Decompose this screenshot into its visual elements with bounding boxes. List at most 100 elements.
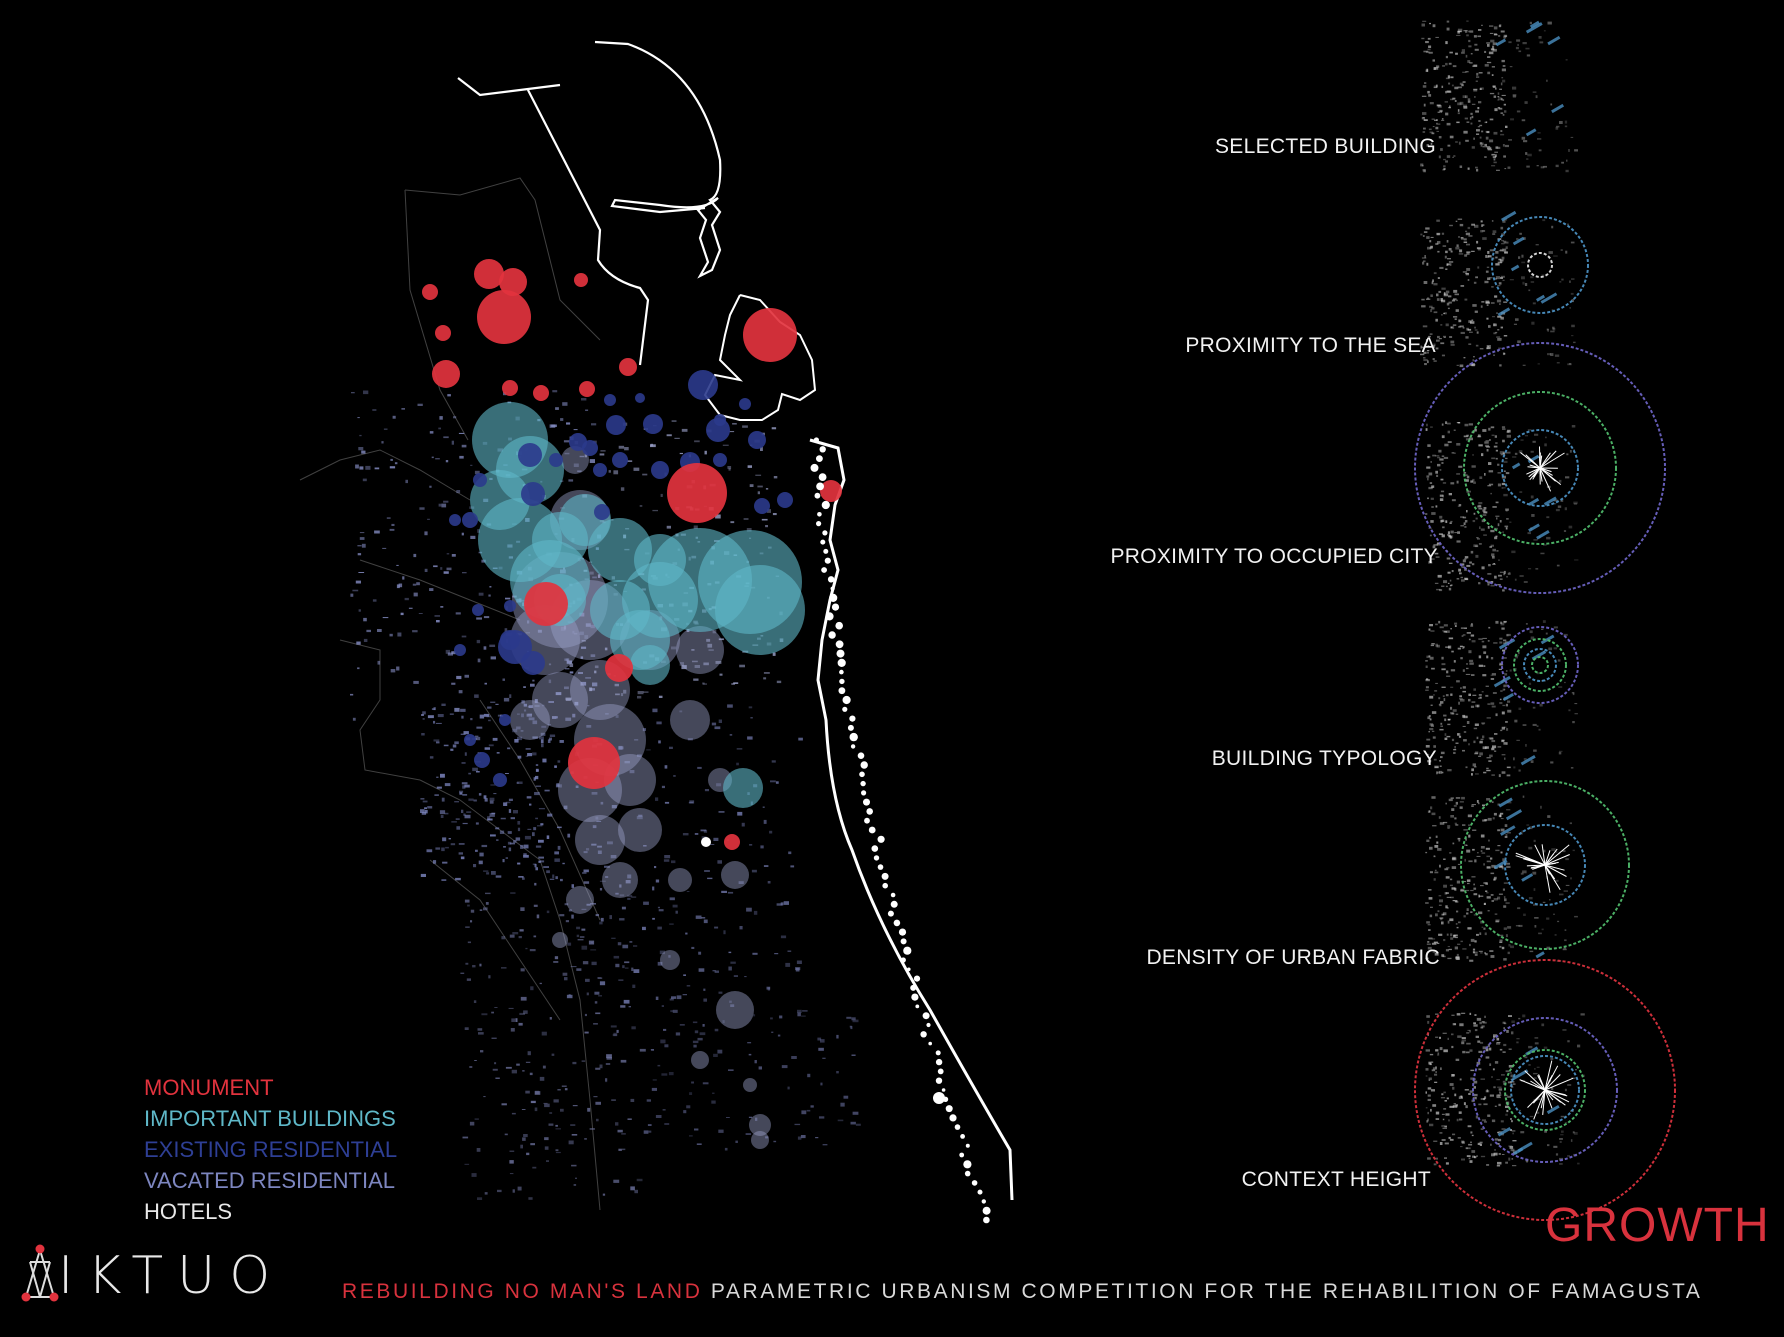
building-footprint [396,564,399,566]
building-footprint [613,1032,618,1037]
thumb-fabric [1453,452,1456,454]
building-footprint [508,798,513,801]
building-footprint [551,1053,555,1056]
monument-marker [667,463,727,523]
building-footprint [440,814,444,818]
building-footprint [433,565,438,568]
thumb-fabric [1502,688,1505,691]
thumb-fabric [1466,1032,1470,1034]
thumb-fabric [1522,795,1525,798]
building-footprint [630,1098,635,1102]
thumb-fabric [1440,299,1446,303]
thumb-building [1525,22,1543,34]
building-footprint [733,682,739,684]
thumb-fabric [1554,934,1557,936]
thumb-fabric [1425,428,1428,431]
building-footprint [355,580,361,584]
building-footprint [556,783,560,787]
thumb-fabric [1435,126,1439,130]
important-building-marker [559,494,611,546]
thumb-fabric [1456,953,1459,957]
building-footprint [501,1103,507,1106]
building-footprint [456,490,461,494]
thumb-fabric [1483,1103,1488,1106]
thumb-fabric [1563,947,1566,949]
thumb-fabric [1512,1083,1516,1085]
thumb-fabric [1491,153,1495,156]
thumb-fabric [1471,223,1475,226]
building-footprint [535,867,538,871]
thumb-fabric [1555,164,1559,168]
thumb-fabric [1454,887,1457,891]
thumb-fabric [1474,428,1477,432]
building-footprint [780,902,784,906]
hotel-marker [849,732,858,742]
thumb-fabric [1435,1071,1437,1073]
thumb-fabric [1484,473,1486,476]
important-building-marker [723,768,763,808]
thumb-fabric [1473,740,1476,744]
thumb-fabric [1448,295,1452,298]
thumb-fabric [1468,824,1471,827]
building-footprint [748,1053,752,1056]
building-footprint [427,715,434,719]
thumb-fabric [1479,895,1484,897]
building-footprint [429,588,434,591]
thumb-fabric [1461,579,1465,582]
building-footprint [530,986,534,991]
thumb-fabric [1425,679,1430,682]
thumb-fabric [1530,450,1534,453]
thumb-ray [1523,858,1546,866]
thumb-fabric [1484,819,1488,821]
building-footprint [748,706,753,709]
building-footprint [766,986,771,990]
building-footprint [520,996,527,1001]
building-footprint [584,635,589,639]
thumb-fabric [1478,582,1481,585]
thumb-fabric [1553,503,1556,505]
thumb-fabric [1525,744,1527,747]
thumb-fabric [1499,698,1502,701]
building-footprint [383,428,388,430]
thumb-fabric [1566,223,1569,225]
building-footprint [494,1007,498,1008]
thumb-fabric [1426,466,1431,469]
thumb-fabric [1486,769,1491,772]
thumb-fabric [1488,760,1492,762]
thumb-fabric [1493,26,1498,30]
thumb-fabric [1422,325,1428,328]
thumb-fabric [1451,299,1456,302]
thumb-fabric [1548,647,1553,651]
thumb-fabric [1442,482,1447,484]
thumb-fabric [1480,1078,1485,1080]
thumb-fabric [1476,855,1481,857]
important-building-marker [590,580,650,640]
building-footprint [703,988,706,991]
thumb-fabric [1543,165,1547,168]
thumb-fabric [1449,105,1451,109]
thumb-fabric [1459,801,1464,803]
thumb-fabric [1481,691,1484,693]
thumb-fabric [1495,849,1500,852]
building-footprint [674,437,680,439]
building-footprint [730,961,736,964]
thumb-fabric [1468,490,1471,493]
thumb-fabric [1468,860,1473,863]
building-footprint [591,961,597,966]
thumb-fabric [1483,534,1487,536]
thumb-fabric [1462,824,1466,826]
building-footprint [717,860,722,864]
thumb-building [1536,530,1550,540]
thumb-fabric [1446,302,1450,306]
thumb-fabric [1493,876,1497,880]
building-footprint [731,683,735,685]
thumb-fabric [1433,694,1435,696]
thumb-fabric [1504,251,1507,254]
building-footprint [570,1124,576,1126]
building-footprint [698,951,702,955]
building-footprint [744,976,747,978]
building-footprint [484,1192,488,1195]
thumb-building [1497,1127,1512,1137]
existing-residential-marker [454,644,466,656]
thumb-fabric [1423,358,1428,362]
